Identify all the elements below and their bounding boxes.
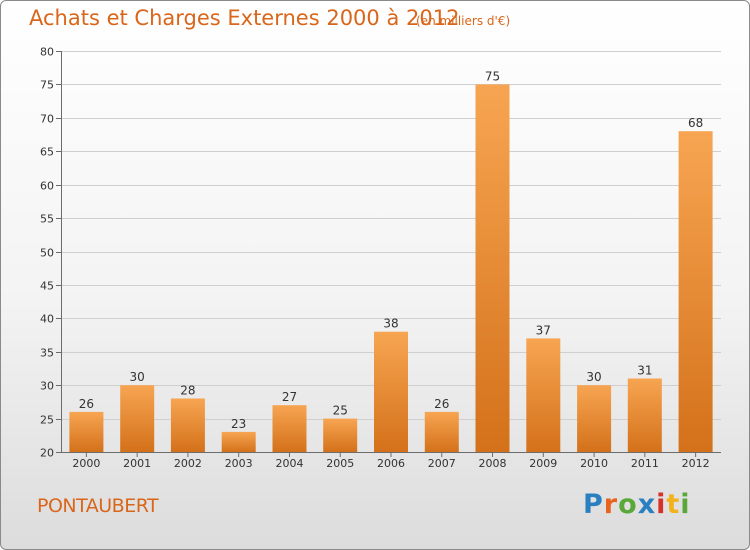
logo-letter: i [656, 489, 667, 520]
y-tick-label: 50 [40, 247, 54, 260]
y-tick-label: 40 [40, 313, 54, 326]
bar [374, 331, 408, 452]
axes [56, 51, 721, 457]
x-tick-label: 2007 [428, 457, 456, 470]
data-label: 25 [333, 404, 348, 418]
x-tick-label: 2001 [123, 457, 151, 470]
data-label: 75 [485, 69, 500, 83]
bar [678, 131, 713, 452]
logo-letter: o [618, 489, 638, 520]
x-tick-label: 2003 [225, 457, 253, 470]
y-tick-label: 45 [40, 280, 54, 293]
bar [221, 431, 256, 452]
bar [170, 398, 205, 452]
logo-letter: P [583, 489, 604, 520]
bar [69, 411, 104, 452]
labels: 20 25 30 35 40 45 50 55 60 65 70 75 80 26 2000 30 2001 28… [40, 46, 710, 471]
y-tick-label: 30 [40, 380, 54, 393]
y-tick-label: 70 [40, 113, 54, 126]
y-tick-label: 55 [40, 213, 54, 226]
data-label: 23 [231, 417, 246, 431]
y-tick-label: 20 [40, 447, 54, 460]
bar [577, 385, 612, 452]
x-tick-label: 2004 [275, 457, 303, 470]
bar [526, 338, 561, 452]
bar [323, 418, 358, 452]
bar [627, 378, 662, 452]
bars [69, 84, 713, 453]
y-tick-label: 35 [40, 347, 54, 360]
bar [272, 405, 307, 452]
city-name: PONTAUBERT [37, 495, 159, 517]
data-label: 27 [282, 390, 297, 404]
x-tick-label: 2012 [682, 457, 710, 470]
y-tick-label: 80 [40, 46, 54, 59]
x-tick-label: 2000 [72, 457, 100, 470]
x-tick-label: 2009 [529, 457, 557, 470]
x-tick-label: 2010 [580, 457, 608, 470]
logo-letter: x [637, 489, 657, 520]
chart-subtitle: (en milliers d'€) [416, 14, 511, 28]
bar [424, 411, 459, 452]
x-tick-label: 2008 [479, 457, 507, 470]
data-label: 30 [586, 370, 601, 384]
x-tick-label: 2005 [326, 457, 354, 470]
data-label: 26 [434, 397, 449, 411]
logo-letter: t [666, 489, 681, 520]
bar [120, 385, 155, 452]
y-tick-label: 75 [40, 79, 54, 92]
data-label: 28 [180, 384, 195, 398]
logo-letter: r [603, 489, 619, 520]
data-label: 31 [637, 363, 652, 377]
y-tick-label: 25 [40, 414, 54, 427]
data-label: 68 [688, 116, 703, 130]
x-tick-label: 2006 [377, 457, 405, 470]
y-tick-label: 65 [40, 146, 54, 159]
logo-letter: i [680, 489, 691, 520]
y-tick-label: 60 [40, 180, 54, 193]
data-label: 30 [130, 370, 145, 384]
data-label: 26 [79, 397, 94, 411]
x-tick-label: 2011 [631, 457, 659, 470]
chart-title: Achats et Charges Externes 2000 à 2012 [29, 6, 460, 30]
data-label: 37 [536, 323, 551, 337]
proxiti-logo[interactable]: Proxiti [583, 489, 691, 520]
bar [475, 84, 510, 453]
data-label: 38 [383, 317, 398, 331]
x-tick-label: 2002 [174, 457, 202, 470]
